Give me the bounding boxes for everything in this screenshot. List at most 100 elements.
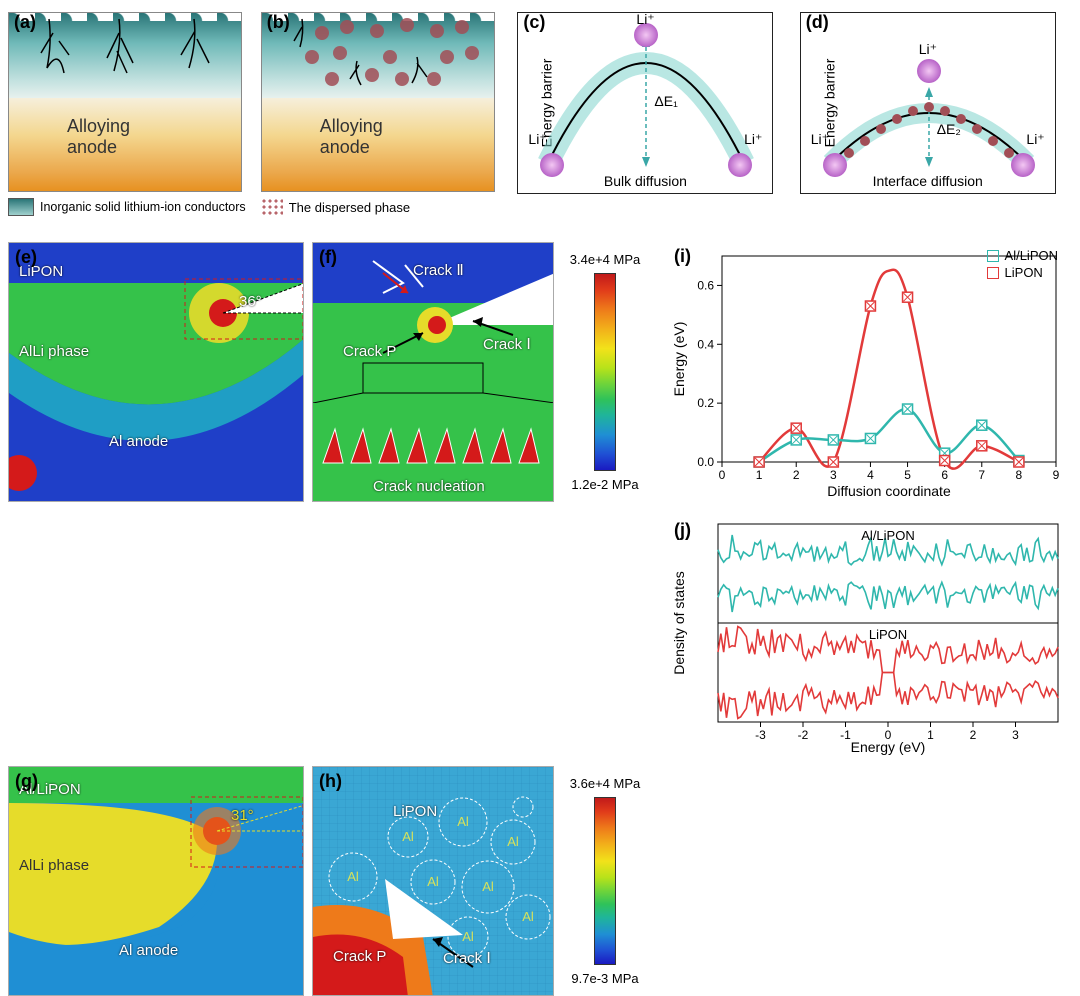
row-3: (g) Al/LiPON AlLi phase Al anode 31° (h) — [8, 766, 1072, 996]
cbar1-gradient — [594, 273, 616, 471]
svg-text:Density of states: Density of states — [671, 571, 687, 675]
svg-text:Energy (eV): Energy (eV) — [671, 322, 687, 397]
schematic-a: Alloying anode — [8, 12, 242, 192]
g-alli: AlLi phase — [19, 857, 89, 874]
svg-text:Al: Al — [462, 929, 474, 944]
anode-text-b: Alloying anode — [320, 116, 436, 158]
delta-e2: ΔE₂ — [937, 121, 961, 137]
x-axis-d: Interface diffusion — [873, 173, 983, 189]
schematic-b: Alloying anode — [261, 12, 495, 192]
swatch-dispersed — [261, 198, 283, 216]
barrier-d: Energy barrier Li⁺ Li⁺ — [800, 12, 1056, 194]
legend-i: Al/LiPON LiPON — [987, 248, 1058, 282]
panel-e: (e) LiPON AlLi phase Al anode 36° — [8, 242, 304, 502]
swatch-conductor — [8, 198, 34, 216]
legend-b: The dispersed phase — [261, 198, 504, 216]
svg-text:1: 1 — [927, 728, 934, 742]
svg-text:2: 2 — [793, 468, 800, 482]
panel-h: (h) AlAlAl AlAlAl AlAl — [312, 766, 554, 996]
chart-j-svg: -3-2-10123Energy (eV)Density of statesAl… — [668, 516, 1068, 756]
svg-text:0.6: 0.6 — [697, 278, 714, 292]
svg-text:7: 7 — [978, 468, 985, 482]
panel-a: (a) Alloying anode Inorganic solid lithi… — [8, 8, 251, 236]
svg-text:Al: Al — [347, 869, 359, 884]
svg-text:Al: Al — [427, 874, 439, 889]
svg-text:0: 0 — [719, 468, 726, 482]
svg-text:9: 9 — [1053, 468, 1060, 482]
delta-e1: ΔE₁ — [654, 93, 677, 109]
panel-d: (d) Energy barrier — [800, 8, 1072, 236]
f-crackP: Crack P — [343, 343, 396, 360]
panel-c: (c) Energy barrier Li⁺ Li⁺ Li⁺ ΔE₁ — [517, 8, 789, 236]
panel-f-top: Crack Ⅱ Crack Ⅰ Crack P — [313, 243, 553, 403]
panel-label-g: (g) — [15, 771, 38, 792]
cbar2-gradient — [594, 797, 616, 965]
legend-conductor-text: Inorganic solid lithium-ion conductors — [40, 200, 246, 214]
svg-text:Al: Al — [402, 829, 414, 844]
svg-text:Al/LiPON: Al/LiPON — [861, 528, 914, 543]
panel-j: (j) -3-2-10123Energy (eV)Density of stat… — [668, 516, 1068, 756]
panel-label-c: (c) — [523, 12, 545, 33]
panel-label-i: (i) — [674, 246, 691, 267]
h-crackP: Crack P — [333, 948, 386, 965]
li-top-d: Li⁺ — [919, 41, 937, 58]
svg-text:8: 8 — [1016, 468, 1023, 482]
panel-b: (b) — [261, 8, 504, 236]
panel-label-f: (f) — [319, 247, 337, 268]
right-column: (i) 01234567890.00.20.40.6Diffusion coor… — [668, 242, 1068, 756]
panel-label-e: (e) — [15, 247, 37, 268]
svg-text:2: 2 — [970, 728, 977, 742]
f-nucl: Crack nucleation — [373, 478, 485, 495]
colorbar-2: 3.6e+4 MPa 9.7e-3 MPa — [562, 766, 648, 996]
panel-label-j: (j) — [674, 520, 691, 541]
panel-label-a: (a) — [14, 12, 36, 33]
panel-f: (f) Crack Ⅱ Crack Ⅰ Crack P — [312, 242, 554, 502]
li-right-d: Li⁺ — [1026, 131, 1044, 148]
svg-text:Energy (eV): Energy (eV) — [851, 739, 926, 755]
legend-dispersed-text: The dispersed phase — [289, 200, 410, 215]
svg-text:LiPON: LiPON — [869, 627, 907, 642]
svg-text:-1: -1 — [840, 728, 851, 742]
svg-text:-2: -2 — [798, 728, 809, 742]
panel-g: (g) Al/LiPON AlLi phase Al anode 31° — [8, 766, 304, 996]
li-left-d: Li⁺ — [811, 131, 829, 148]
svg-text:3: 3 — [830, 468, 837, 482]
svg-text:1: 1 — [756, 468, 763, 482]
h-lipon: LiPON — [393, 803, 437, 820]
legend-i-2: LiPON — [1005, 265, 1043, 280]
panel-label-d: (d) — [806, 12, 829, 33]
x-axis-c: Bulk diffusion — [604, 173, 687, 189]
f-crack2: Crack Ⅱ — [413, 261, 464, 279]
svg-text:0.0: 0.0 — [697, 455, 714, 469]
svg-text:Diffusion coordinate: Diffusion coordinate — [827, 483, 951, 499]
legend-i-1: Al/LiPON — [1005, 248, 1058, 263]
svg-text:-3: -3 — [755, 728, 766, 742]
svg-text:4: 4 — [867, 468, 874, 482]
e-al: Al anode — [109, 433, 168, 450]
legend-a: Inorganic solid lithium-ion conductors — [8, 198, 251, 216]
cracks-a — [9, 13, 242, 192]
cbar2-min: 9.7e-3 MPa — [571, 971, 638, 986]
row-2: (e) LiPON AlLi phase Al anode 36° (f) — [8, 242, 1072, 756]
anode-text-a: Alloying anode — [67, 116, 183, 158]
svg-text:Al: Al — [482, 879, 494, 894]
cbar2-max: 3.6e+4 MPa — [570, 776, 640, 791]
cbar1-max: 3.4e+4 MPa — [570, 252, 640, 267]
li-right-c: Li⁺ — [744, 131, 762, 148]
h-crack1: Crack Ⅰ — [443, 949, 491, 967]
svg-text:0.2: 0.2 — [697, 396, 714, 410]
g-angle: 31° — [231, 807, 254, 824]
cracks-particles-b — [262, 13, 495, 192]
svg-text:Al: Al — [507, 834, 519, 849]
svg-text:5: 5 — [904, 468, 911, 482]
svg-text:0.4: 0.4 — [697, 337, 714, 351]
f-crack1: Crack Ⅰ — [483, 335, 531, 353]
panel-label-b: (b) — [267, 12, 290, 33]
svg-text:3: 3 — [1012, 728, 1019, 742]
e-alli: AlLi phase — [19, 343, 89, 360]
panel-label-h: (h) — [319, 771, 342, 792]
colorbar-1: 3.4e+4 MPa 1.2e-2 MPa — [562, 242, 648, 502]
g-al: Al anode — [119, 942, 178, 959]
cbar1-min: 1.2e-2 MPa — [571, 477, 638, 492]
barrier-c: Energy barrier Li⁺ Li⁺ Li⁺ ΔE₁ Bulk diff… — [517, 12, 773, 194]
